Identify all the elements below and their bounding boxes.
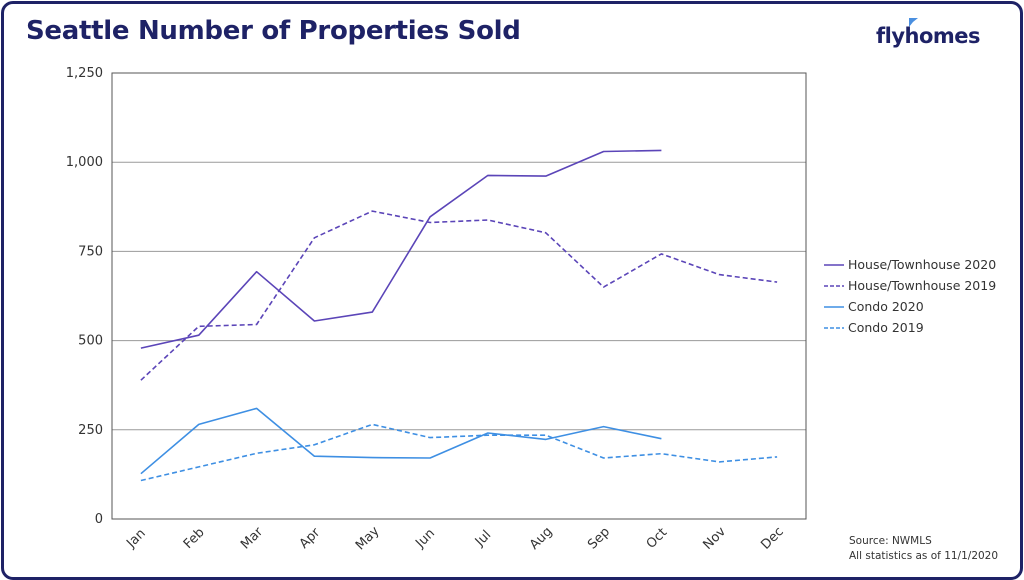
source-label: Source: NWMLS — [849, 535, 932, 547]
series-line-house-townhouse-2020 — [140, 149, 662, 349]
y-tick-label: 750 — [78, 244, 103, 259]
series-line-condo-2019 — [140, 423, 778, 482]
source-note: Source: NWMLS All statistics as of 11/1/… — [849, 534, 998, 564]
x-tick-label: Aug — [527, 524, 556, 553]
x-tick-label: Jun — [412, 526, 438, 552]
plot-area-border — [111, 72, 807, 520]
x-tick-label: Nov — [701, 524, 730, 553]
y-tick-label: 0 — [95, 512, 103, 527]
y-tick-label: 500 — [78, 334, 103, 349]
y-tick-label: 1,000 — [66, 155, 103, 170]
x-tick-label: Apr — [297, 525, 324, 552]
chart-legend: House/Townhouse 2020 House/Townhouse 2019… — [824, 254, 996, 338]
x-tick-label: Jan — [123, 526, 148, 551]
series-line-house-townhouse-2019 — [140, 210, 778, 381]
x-tick-label: May — [353, 524, 383, 554]
legend-swatch — [824, 305, 844, 308]
legend-item: House/Townhouse 2019 — [824, 275, 996, 296]
flyhomes-logo: flyhomes — [876, 18, 996, 54]
legend-item: House/Townhouse 2020 — [824, 254, 996, 275]
line-chart: 0 250 500 750 1,000 1,250 Jan Feb Mar Apr May Jun Ju… — [66, 66, 807, 554]
legend-item: Condo 2020 — [824, 296, 996, 317]
legend-label: Condo 2019 — [848, 320, 924, 335]
x-tick-label: Sep — [585, 525, 613, 553]
logo-flag-icon — [909, 18, 918, 27]
logo-text: flyhomes — [876, 24, 981, 48]
x-tick-label: Dec — [758, 524, 786, 552]
x-tick-label: Oct — [644, 525, 671, 552]
legend-swatch — [824, 284, 844, 287]
chart-title: Seattle Number of Properties Sold — [26, 16, 521, 46]
legend-swatch — [824, 263, 844, 266]
x-tick-label: Jul — [472, 528, 494, 550]
y-tick-label: 250 — [78, 423, 103, 438]
legend-label: Condo 2020 — [848, 299, 924, 314]
x-tick-label: Mar — [238, 524, 266, 552]
series-line-condo-2020 — [140, 407, 662, 475]
legend-label: House/Townhouse 2019 — [848, 278, 997, 293]
y-tick-label: 1,250 — [66, 66, 103, 81]
legend-swatch — [824, 326, 844, 329]
legend-item: Condo 2019 — [824, 317, 996, 338]
legend-label: House/Townhouse 2020 — [848, 257, 997, 272]
x-tick-label: Feb — [181, 525, 208, 552]
stats-date-note: All statistics as of 11/1/2020 — [849, 550, 999, 562]
